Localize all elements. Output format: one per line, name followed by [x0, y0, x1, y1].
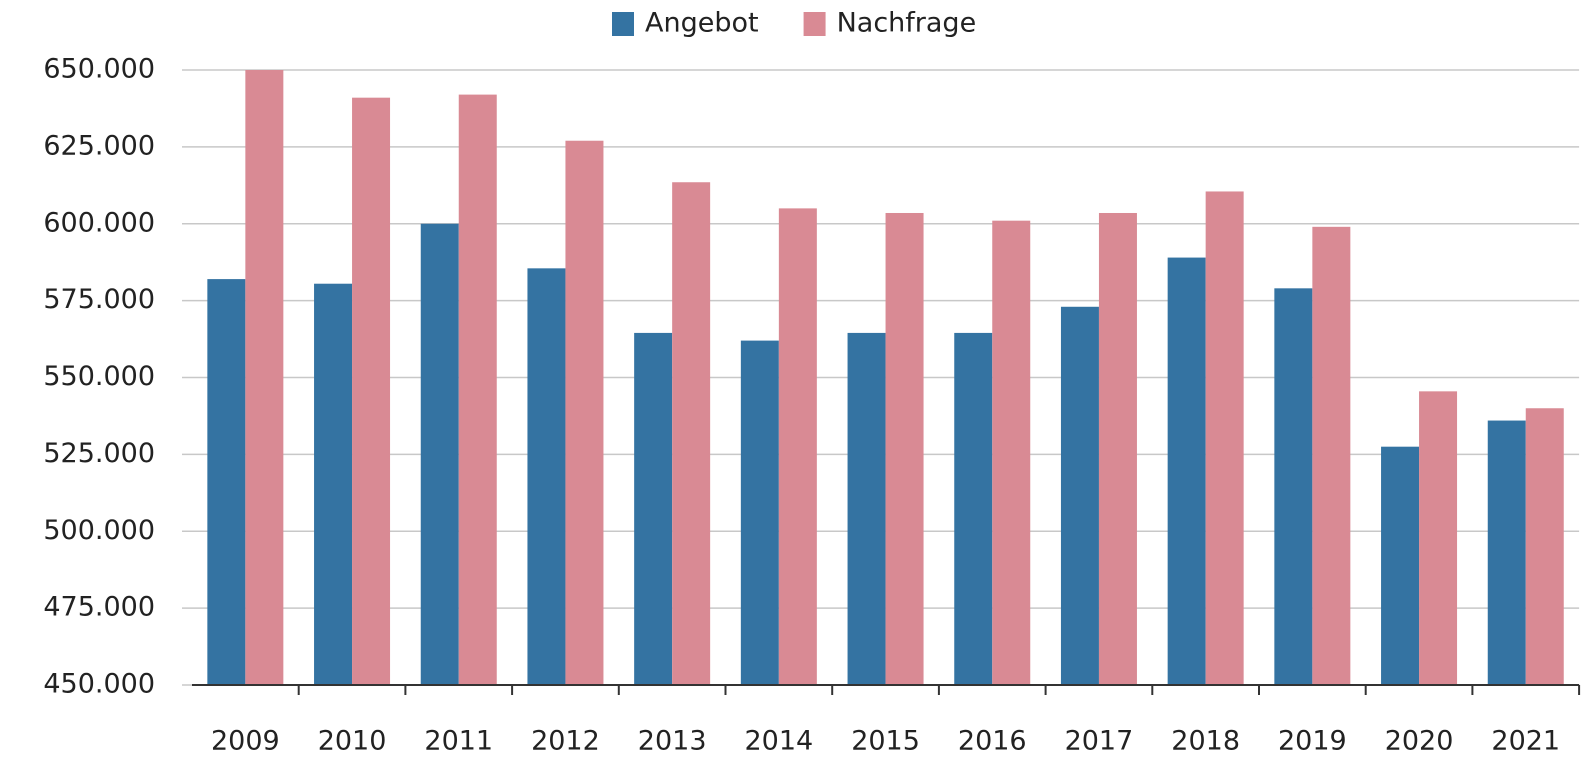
bar	[740, 340, 779, 685]
x-tick-label: 2012	[531, 726, 600, 757]
bar	[1274, 288, 1313, 685]
x-tick-label: 2019	[1278, 726, 1347, 757]
bar	[527, 268, 566, 685]
x-tick-label: 2017	[1065, 726, 1134, 757]
bar	[1312, 226, 1351, 685]
bar	[207, 279, 246, 685]
bar	[1167, 257, 1206, 685]
bar	[634, 332, 673, 685]
bar	[1098, 212, 1137, 686]
x-tick-label: 2015	[851, 726, 920, 757]
bar	[778, 208, 817, 685]
x-tick-label: 2020	[1385, 726, 1454, 757]
x-tick-label: 2009	[211, 726, 280, 757]
legend-label: Angebot	[645, 8, 759, 39]
x-tick-label: 2014	[744, 726, 813, 757]
y-tick-label: 550.000	[43, 361, 155, 392]
bar	[314, 283, 353, 685]
y-tick-label: 575.000	[43, 284, 155, 315]
y-tick-label: 450.000	[43, 669, 155, 700]
x-tick-label: 2011	[424, 726, 493, 757]
bar	[1487, 420, 1526, 685]
y-tick-label: 650.000	[43, 54, 155, 85]
y-tick-label: 525.000	[43, 438, 155, 469]
y-tick-label: 475.000	[43, 592, 155, 623]
bar	[1419, 391, 1458, 685]
bar	[954, 332, 993, 685]
x-tick-label: 2010	[318, 726, 387, 757]
legend-swatch	[803, 12, 826, 36]
y-tick-label: 625.000	[43, 130, 155, 161]
bar	[1381, 446, 1420, 685]
bar	[245, 70, 284, 685]
y-tick-label: 600.000	[43, 207, 155, 238]
bar	[458, 94, 497, 686]
x-tick-label: 2021	[1491, 726, 1560, 757]
bar	[847, 332, 886, 685]
x-tick-label: 2013	[638, 726, 707, 757]
bar	[1060, 306, 1099, 685]
bar	[672, 182, 711, 686]
bar	[885, 212, 924, 686]
bar	[1205, 191, 1244, 685]
bar	[352, 97, 391, 686]
legend-swatch	[612, 12, 634, 36]
bar	[420, 223, 459, 685]
x-tick-label: 2018	[1171, 726, 1240, 757]
bar	[992, 220, 1031, 686]
bar	[1525, 408, 1564, 685]
bar	[565, 140, 604, 686]
y-tick-label: 500.000	[43, 515, 155, 546]
x-tick-label: 2016	[958, 726, 1027, 757]
legend-label: Nachfrage	[837, 8, 977, 39]
